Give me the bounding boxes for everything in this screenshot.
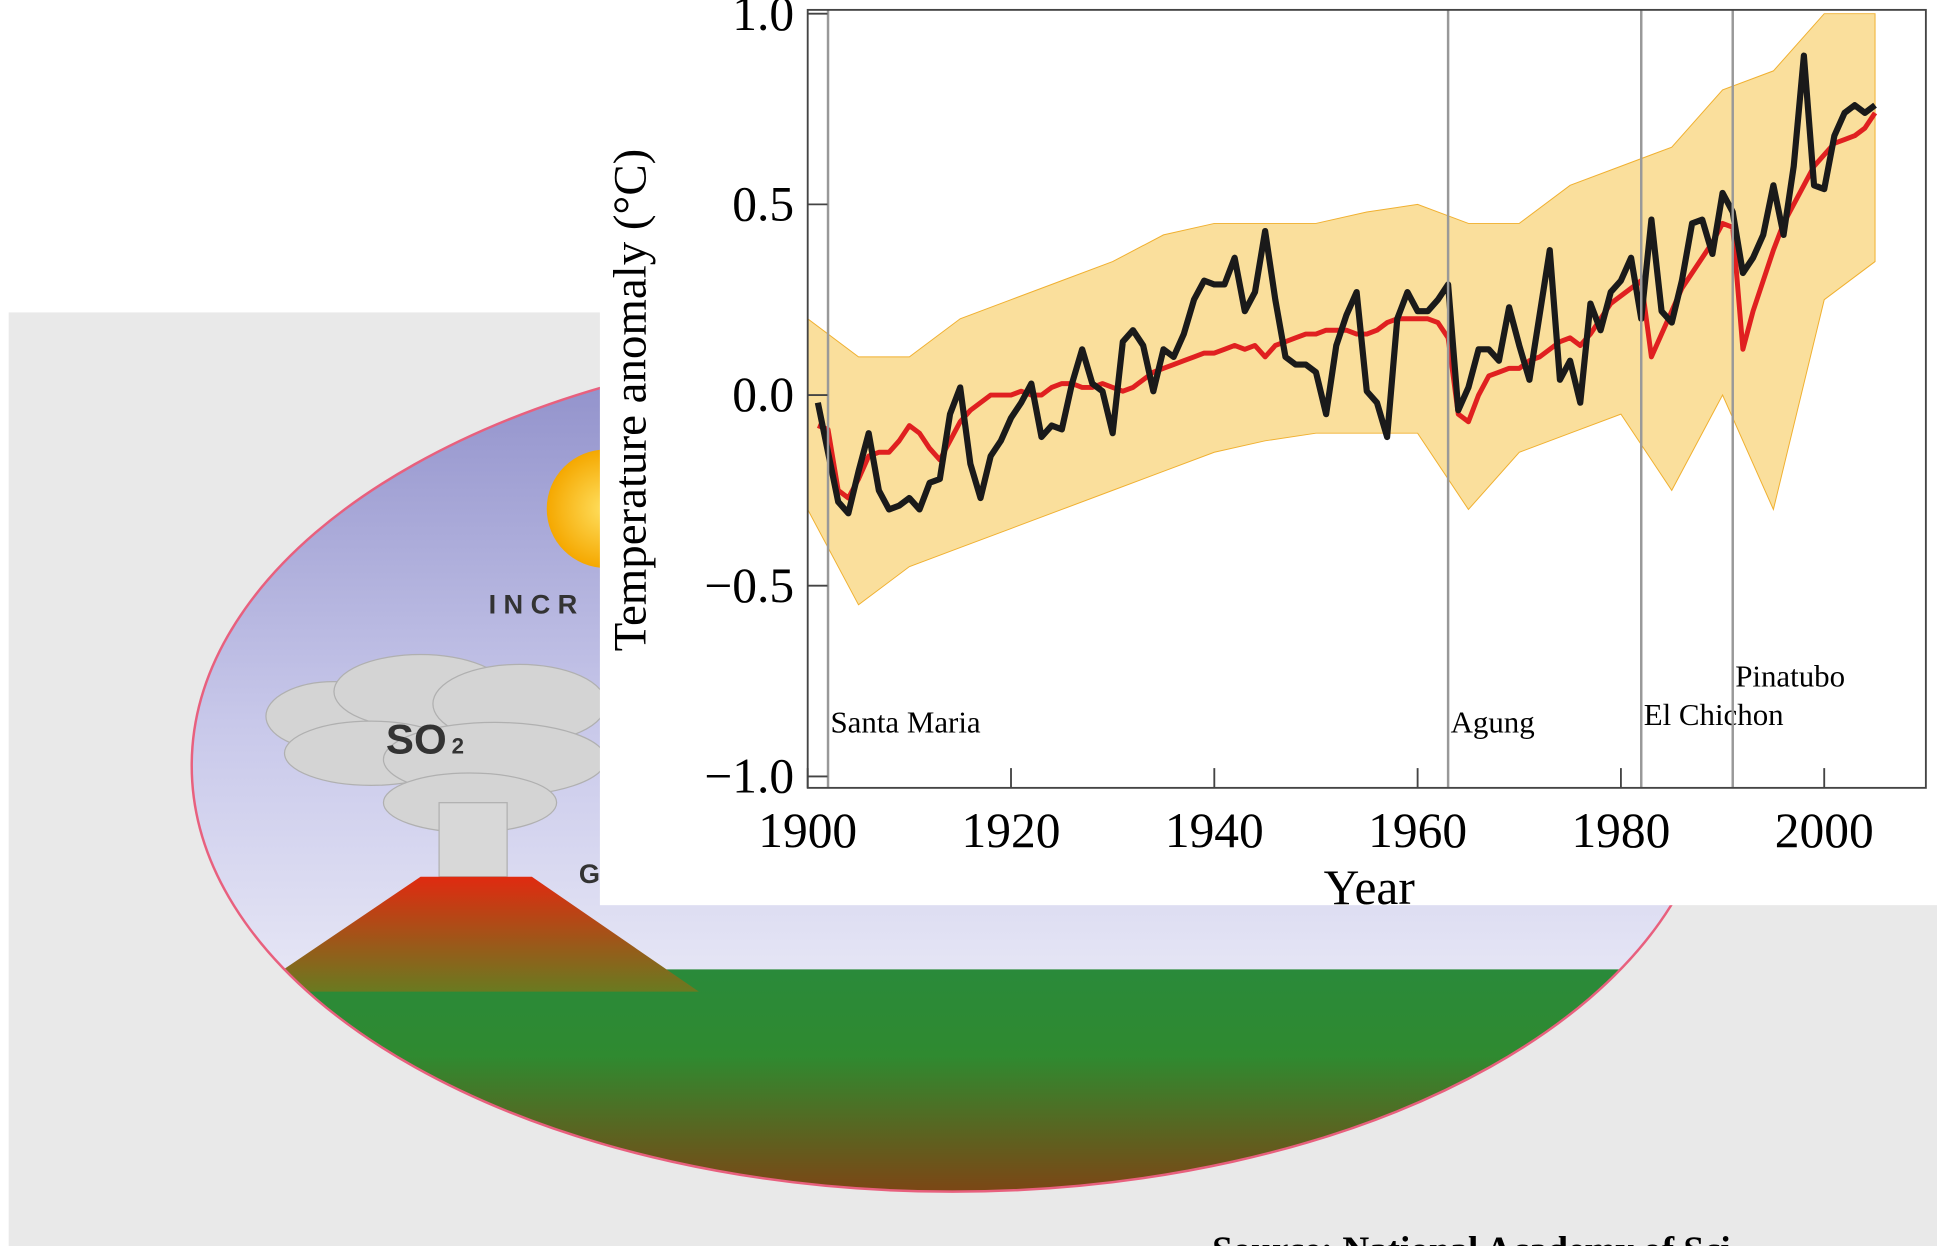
- y-axis-label: Temperature anomaly (°C): [605, 149, 657, 652]
- model-mean-line: [816, 111, 1878, 501]
- plot-frame: [806, 8, 1927, 789]
- y-tick-label: 1.0: [732, 0, 794, 41]
- gas-formula: SO: [386, 715, 447, 762]
- eruption-label: El Chichon: [1644, 697, 1784, 732]
- y-tick-label: −1.0: [704, 749, 794, 804]
- observed-line: [814, 52, 1877, 517]
- x-tick-label: 1900: [758, 803, 857, 858]
- y-tick-label: 0.5: [732, 176, 794, 231]
- x-tick-label: 2000: [1775, 803, 1874, 858]
- plot-area: [807, 13, 1878, 606]
- eruption-label: Santa Maria: [831, 704, 981, 739]
- gas-subscript: 2: [452, 733, 464, 758]
- ground-text: G: [579, 858, 600, 889]
- gas-text: SO 2: [386, 715, 464, 762]
- volcano: [274, 876, 699, 992]
- y-tick-label: 0.0: [732, 367, 794, 422]
- eruption-label: Pinatubo: [1735, 659, 1845, 694]
- x-tick-label: 1980: [1571, 803, 1670, 858]
- ensemble-band: [807, 13, 1876, 606]
- source: Source: National Academy of Sci: [1212, 1230, 1731, 1246]
- cloud: [265, 653, 607, 878]
- x-tick-label: 1960: [1368, 803, 1467, 858]
- x-tick-label: 1920: [962, 803, 1061, 858]
- y-tick-label: −0.5: [704, 558, 794, 613]
- x-tick-label: 1940: [1165, 803, 1264, 858]
- sun-text: INCR: [489, 589, 585, 620]
- eruption-label: Agung: [1451, 704, 1535, 739]
- x-axis-label: Year: [1324, 860, 1416, 915]
